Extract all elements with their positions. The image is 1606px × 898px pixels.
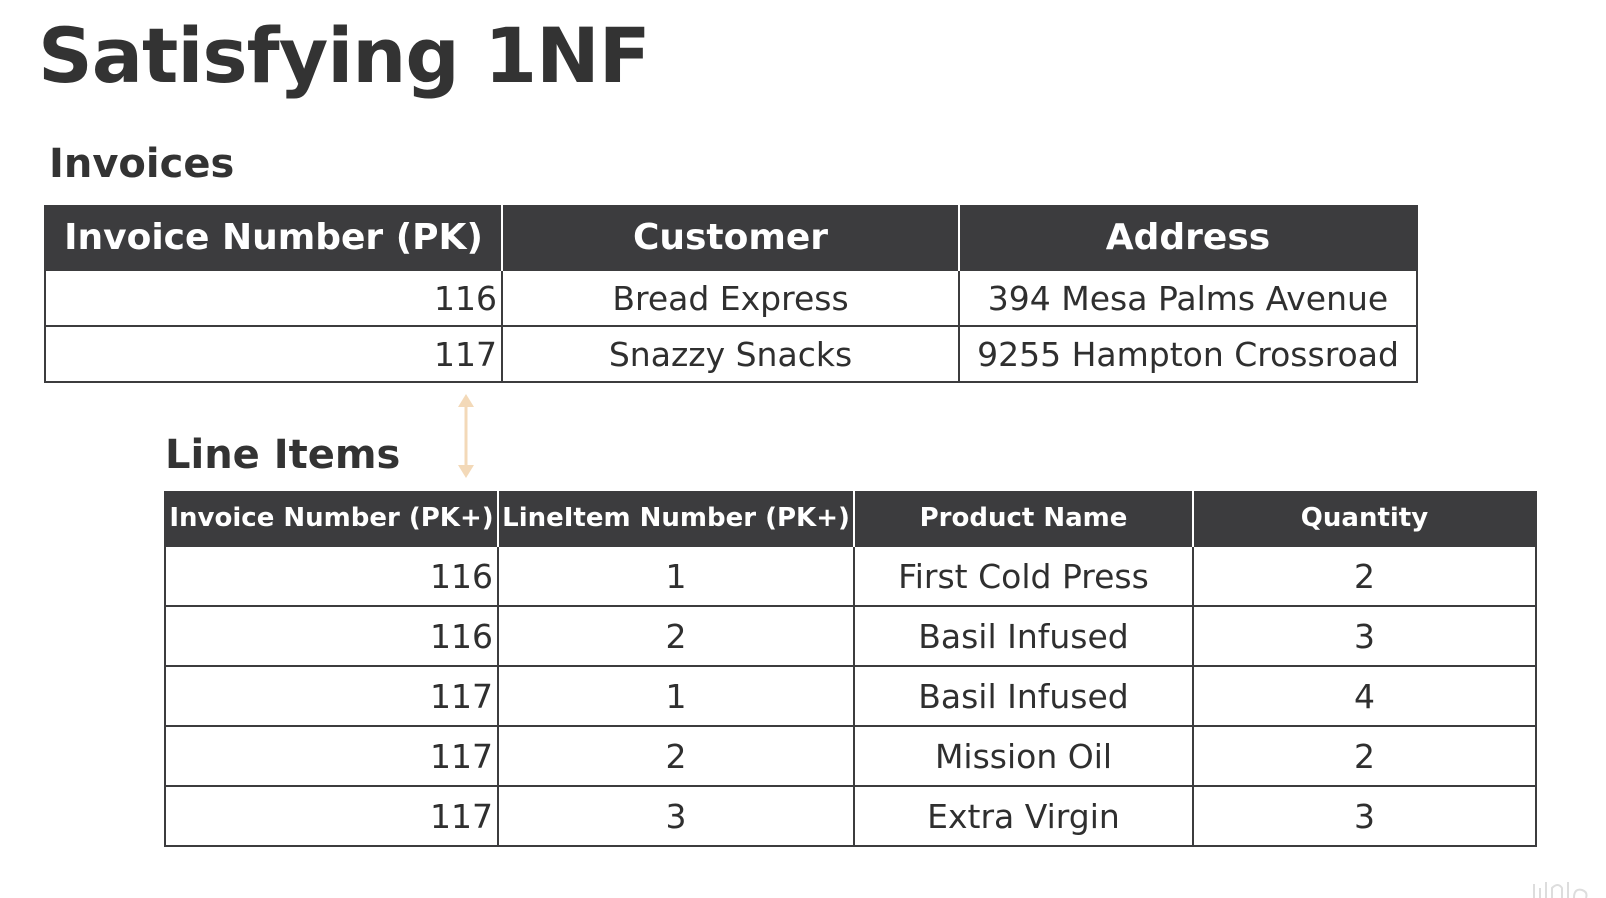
table-row: 117 1 Basil Infused 4 [164,665,1537,727]
quantity-cell: 3 [1192,785,1537,847]
lineitem-number-cell: 2 [497,725,855,787]
line-items-column-header: Invoice Number (PK+) [164,491,499,546]
watermark-logo [1533,882,1588,898]
product-name-cell: Basil Infused [853,605,1194,667]
table-row: 117 3 Extra Virgin 3 [164,785,1537,847]
lineitem-number-cell: 1 [497,545,855,607]
table-row: 117 Snazzy Snacks 9255 Hampton Crossroad [44,325,1418,383]
invoice-number-cell: 116 [44,269,503,327]
quantity-cell: 2 [1192,725,1537,787]
lineitem-number-cell: 3 [497,785,855,847]
product-name-cell: Basil Infused [853,665,1194,727]
page-title: Satisfying 1NF [38,11,651,100]
customer-cell: Snazzy Snacks [501,325,960,383]
product-name-cell: Extra Virgin [853,785,1194,847]
product-name-cell: Mission Oil [853,725,1194,787]
customer-cell: Bread Express [501,269,960,327]
product-name-cell: First Cold Press [853,545,1194,607]
line-items-table: Invoice Number (PK+) LineItem Number (PK… [164,491,1537,847]
double-headed-vertical-arrow-icon [458,394,474,478]
invoices-column-header: Invoice Number (PK) [44,205,503,270]
lineitem-number-cell: 2 [497,605,855,667]
table-row: 116 2 Basil Infused 3 [164,605,1537,667]
address-cell: 394 Mesa Palms Avenue [958,269,1418,327]
invoice-number-cell: 117 [164,785,499,847]
line-items-column-header: Quantity [1192,491,1537,546]
invoice-number-cell: 117 [164,725,499,787]
quantity-cell: 3 [1192,605,1537,667]
line-items-column-header: Product Name [853,491,1194,546]
invoices-section-title: Invoices [49,141,235,187]
invoices-column-header: Address [958,205,1418,270]
invoices-header-row: Invoice Number (PK) Customer Address [44,205,1418,270]
quantity-cell: 2 [1192,545,1537,607]
lineitem-number-cell: 1 [497,665,855,727]
invoice-number-cell: 116 [164,545,499,607]
line-items-column-header: LineItem Number (PK+) [497,491,855,546]
address-cell: 9255 Hampton Crossroad [958,325,1418,383]
invoices-table: Invoice Number (PK) Customer Address 116… [44,205,1418,383]
invoices-column-header: Customer [501,205,960,270]
quantity-cell: 4 [1192,665,1537,727]
table-row: 117 2 Mission Oil 2 [164,725,1537,787]
line-items-header-row: Invoice Number (PK+) LineItem Number (PK… [164,491,1537,546]
table-row: 116 1 First Cold Press 2 [164,545,1537,607]
invoice-number-cell: 116 [164,605,499,667]
table-row: 116 Bread Express 394 Mesa Palms Avenue [44,269,1418,327]
invoice-number-cell: 117 [164,665,499,727]
invoice-number-cell: 117 [44,325,503,383]
line-items-section-title: Line Items [165,432,401,478]
